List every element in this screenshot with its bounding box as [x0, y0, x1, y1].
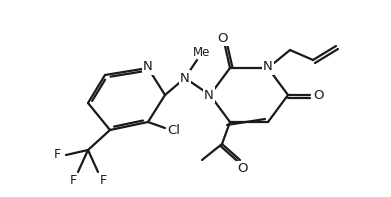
- Text: F: F: [54, 149, 61, 162]
- Text: O: O: [314, 88, 324, 101]
- Text: N: N: [180, 72, 190, 85]
- Text: N: N: [263, 60, 273, 73]
- Text: F: F: [99, 175, 107, 188]
- Text: Cl: Cl: [167, 124, 181, 137]
- Text: N: N: [143, 60, 153, 73]
- Text: O: O: [237, 163, 247, 176]
- Text: F: F: [70, 175, 77, 188]
- Text: N: N: [204, 88, 214, 101]
- Text: Me: Me: [193, 46, 211, 59]
- Text: O: O: [218, 32, 228, 45]
